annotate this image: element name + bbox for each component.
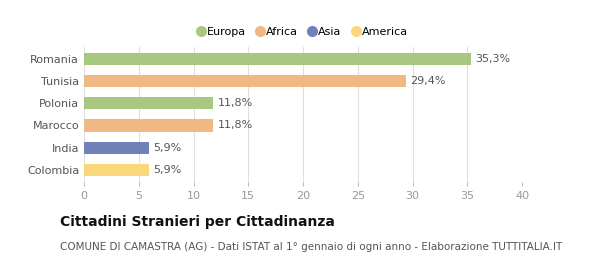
Text: 5,9%: 5,9% bbox=[153, 165, 181, 175]
Text: 11,8%: 11,8% bbox=[218, 98, 253, 108]
Text: 11,8%: 11,8% bbox=[218, 120, 253, 131]
Text: 5,9%: 5,9% bbox=[153, 143, 181, 153]
Legend: Europa, Africa, Asia, America: Europa, Africa, Asia, America bbox=[194, 23, 412, 42]
Text: Cittadini Stranieri per Cittadinanza: Cittadini Stranieri per Cittadinanza bbox=[60, 215, 335, 229]
Text: 35,3%: 35,3% bbox=[475, 54, 510, 64]
Bar bbox=[84, 119, 213, 132]
Bar bbox=[84, 53, 470, 65]
Bar bbox=[84, 75, 406, 87]
Bar bbox=[84, 164, 149, 176]
Text: 29,4%: 29,4% bbox=[410, 76, 446, 86]
Text: COMUNE DI CAMASTRA (AG) - Dati ISTAT al 1° gennaio di ogni anno - Elaborazione T: COMUNE DI CAMASTRA (AG) - Dati ISTAT al … bbox=[60, 242, 562, 252]
Bar bbox=[84, 141, 149, 154]
Bar bbox=[84, 97, 213, 109]
